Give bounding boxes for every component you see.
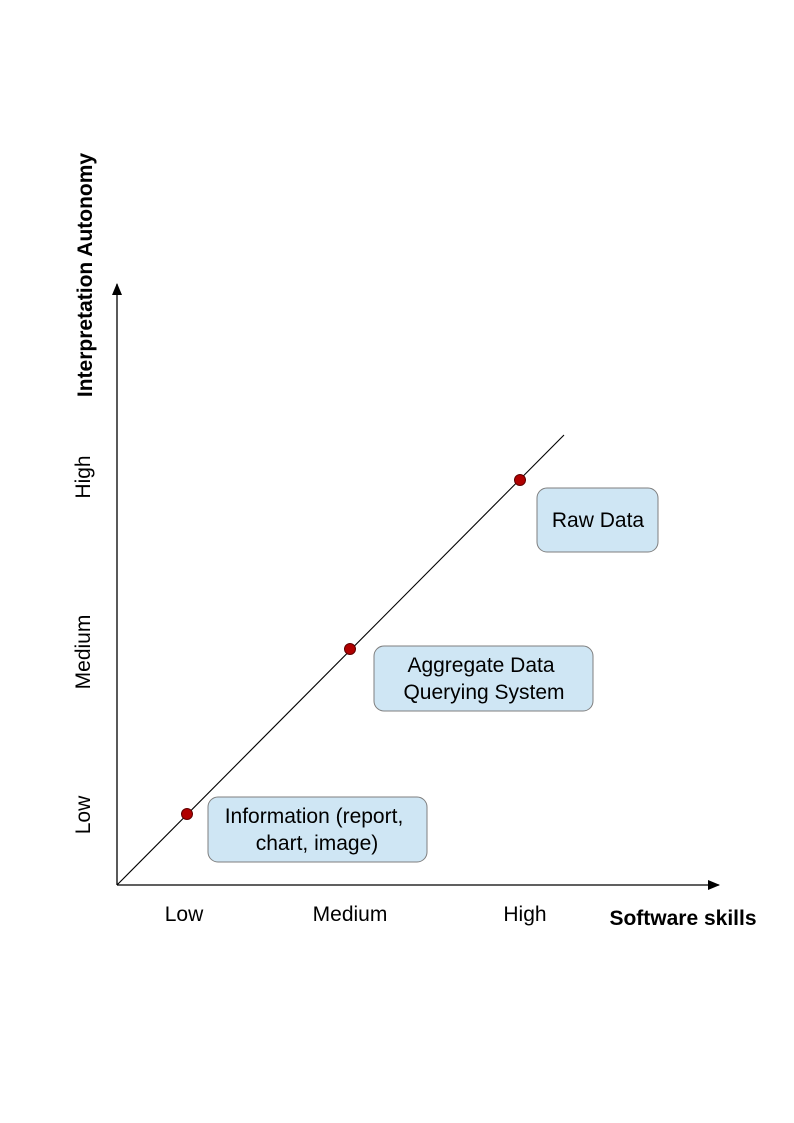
x-tick-high: High — [503, 903, 546, 926]
x-tick-medium: Medium — [313, 903, 388, 926]
point-low — [181, 808, 193, 820]
aggregate-label-line2: Querying System — [403, 681, 564, 704]
point-medium — [344, 643, 356, 655]
y-tick-low: Low — [72, 795, 95, 834]
aggregate-box — [373, 645, 594, 712]
info-box — [207, 796, 428, 863]
raw-data-label: Raw Data — [552, 509, 645, 532]
y-tick-high: High — [72, 455, 95, 498]
trend-line — [116, 434, 565, 886]
raw-data-box — [536, 487, 659, 553]
aggregate-label-line1: Aggregate Data — [407, 654, 554, 677]
x-tick-low: Low — [165, 903, 204, 926]
y-tick-medium: Medium — [72, 615, 95, 690]
y-axis-title: Interpretation Autonomy — [74, 153, 97, 398]
point-high — [514, 474, 526, 486]
info-label-line1: Information (report, — [225, 805, 404, 828]
x-axis-title: Software skills — [609, 907, 756, 930]
info-label-line2: chart, image) — [256, 832, 379, 855]
